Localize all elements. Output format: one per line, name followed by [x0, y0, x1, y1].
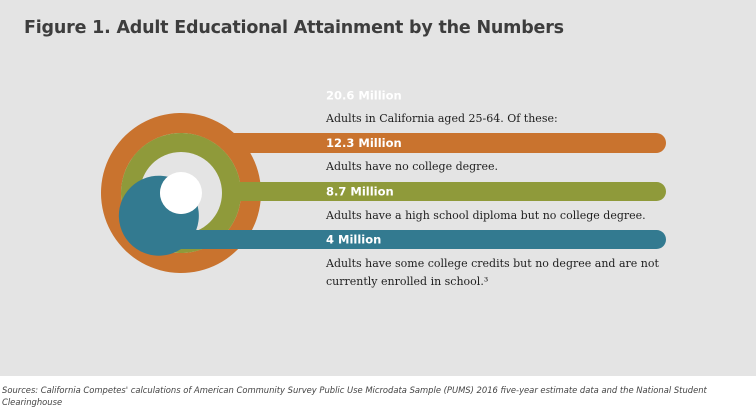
value-label-2: 12.3 Million	[326, 136, 402, 150]
description-label-3-1: Adults have a high school diploma but no…	[325, 209, 646, 222]
ring-bar-3	[121, 133, 667, 254]
value-label-4: 4 Million	[326, 233, 381, 247]
figure-title: Figure 1. Adult Educational Attainment b…	[24, 18, 564, 38]
description-label-1-1: Adults in California aged 25-64. Of thes…	[325, 112, 558, 125]
value-label-3: 8.7 Million	[326, 185, 394, 199]
ring-bar-4	[118, 175, 666, 256]
description-label-4-1: Adults have some college credits but no …	[325, 257, 659, 270]
ring-chart: 20.6 Million Adults in California aged 25…	[101, 88, 667, 288]
description-label-4-2: currently enrolled in school.³	[326, 275, 488, 288]
center-hole	[160, 172, 202, 214]
sources-note: Sources: California Competes' calculatio…	[2, 385, 707, 407]
description-label-2-1: Adults have no college degree.	[325, 160, 498, 173]
value-label-1: 20.6 Million	[326, 89, 402, 103]
